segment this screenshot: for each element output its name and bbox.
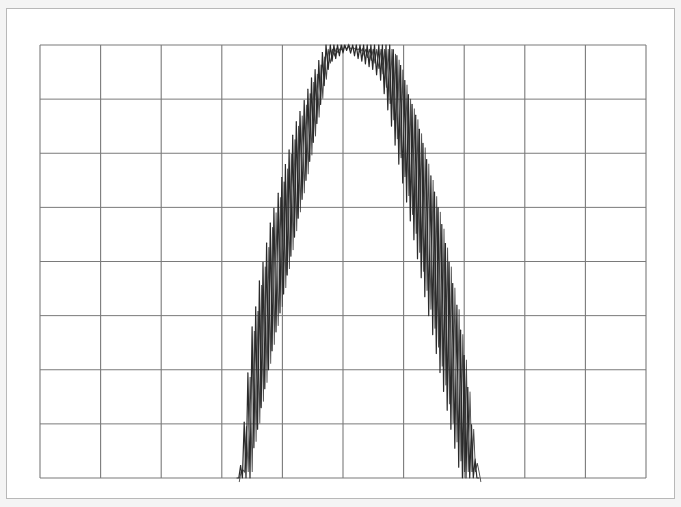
- trace-peak-point: [404, 80, 406, 82]
- trace-peak-point: [426, 159, 428, 161]
- trace-peak-point: [378, 44, 380, 46]
- trace-peak-point: [239, 464, 242, 467]
- trace-peak-point: [336, 44, 339, 46]
- trace-peak-point: [251, 326, 253, 328]
- trace-peak-point: [269, 222, 271, 224]
- trace-peak-point: [325, 44, 327, 46]
- trace-layer: [236, 43, 482, 483]
- trace-peak-point: [389, 44, 391, 46]
- trace-peak-point: [418, 128, 420, 131]
- trace-peak-point: [262, 261, 264, 264]
- grid: [39, 44, 647, 479]
- trace-peak-point: [370, 44, 372, 46]
- trace-peak-point: [247, 372, 249, 374]
- trace-peak-point: [295, 121, 297, 123]
- trace-peak-point: [359, 44, 361, 46]
- trace-peak-point: [407, 94, 410, 96]
- trace-peak-point: [277, 192, 279, 194]
- trace-peak-point: [444, 243, 447, 245]
- trace-peak-point: [363, 44, 365, 46]
- signal-trace: [237, 44, 479, 479]
- trace-peak-point: [411, 103, 413, 106]
- trace-peak-point: [303, 100, 305, 102]
- trace-peak-point: [281, 177, 283, 179]
- trace-peak-point: [344, 44, 346, 46]
- trace-peak-point: [467, 387, 469, 389]
- trace-peak-point: [329, 44, 331, 46]
- trace-peak-point: [392, 49, 394, 51]
- trace-peak-point: [396, 55, 398, 57]
- trace-peak-point: [292, 134, 294, 136]
- trace-peak-point: [266, 242, 268, 244]
- trace-peak-point: [321, 51, 323, 54]
- trace-peak-point: [456, 304, 458, 306]
- trace-peak-point: [307, 88, 309, 90]
- trace-peak-point: [255, 306, 257, 308]
- trace-peak-point: [478, 477, 480, 479]
- trace-peak-point: [441, 224, 443, 226]
- trace-peak-point: [437, 207, 439, 209]
- trace-peak-point: [470, 424, 473, 426]
- trace-peak-point: [314, 69, 316, 71]
- trace-peak-point: [366, 44, 368, 46]
- trace-peak-point: [459, 329, 462, 331]
- trace-peak-point: [288, 149, 290, 151]
- trace-peak-point: [340, 44, 342, 46]
- trace-peak-point: [430, 175, 432, 177]
- trace-peak-point: [433, 191, 436, 193]
- trace-peak-point: [399, 64, 402, 67]
- trace-peak-point: [385, 44, 387, 46]
- trace-peak-point: [258, 280, 260, 282]
- trace-peak-point: [422, 142, 424, 145]
- trace-peak-point: [299, 110, 301, 113]
- trace-peak-point: [463, 355, 465, 357]
- trace-peak-point: [373, 44, 376, 46]
- trace-peak-point: [474, 458, 476, 460]
- trace-peak-point: [236, 477, 238, 479]
- trace-peak-point: [415, 114, 417, 116]
- trace-peak-point: [318, 60, 320, 62]
- scope-frame: [6, 8, 675, 499]
- trace-peak-point: [347, 44, 350, 46]
- trace-peak-point: [355, 44, 357, 46]
- trace-peak-point: [273, 207, 275, 210]
- trace-peak-point: [310, 77, 313, 79]
- trace-peak-point: [352, 44, 354, 46]
- trace-peak-point: [333, 44, 335, 46]
- signal-trace-echo: [238, 43, 482, 483]
- trace-peak-point: [381, 44, 383, 46]
- trace-peak-point: [284, 164, 287, 166]
- trace-peak-point: [452, 283, 454, 285]
- trace-peak-point: [448, 261, 450, 264]
- trace-peak-point: [243, 421, 245, 423]
